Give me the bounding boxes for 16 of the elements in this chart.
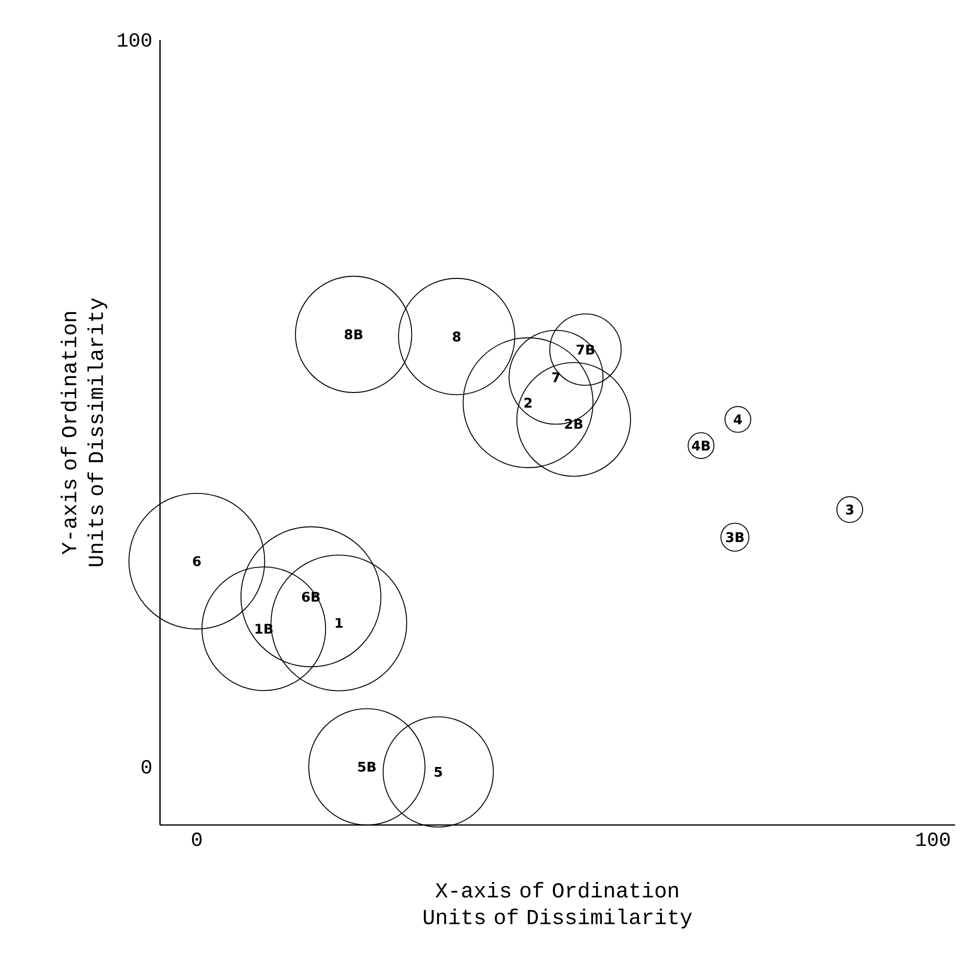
annotation: 7B	[576, 344, 594, 354]
annotation: 4B	[692, 440, 710, 450]
annotation: 2	[524, 398, 532, 408]
annotation: 8B	[344, 329, 362, 340]
annotation: 3B	[726, 532, 744, 542]
annotation: 1	[336, 618, 343, 628]
annotation: 8	[452, 331, 460, 342]
annotation: 5	[434, 766, 442, 777]
y-axis-title: Y-axis of Ordination Units of Dissimilarity	[60, 298, 108, 566]
annotation: 5B	[358, 762, 376, 772]
annotation: 7	[552, 372, 560, 382]
annotation: 4	[734, 414, 742, 424]
annotation: 2B	[565, 418, 582, 429]
annotation: 3	[846, 504, 854, 515]
annotation: 6	[193, 556, 201, 566]
x-axis-title: X-axis of Ordination Units of Dissimilarity	[424, 882, 692, 929]
